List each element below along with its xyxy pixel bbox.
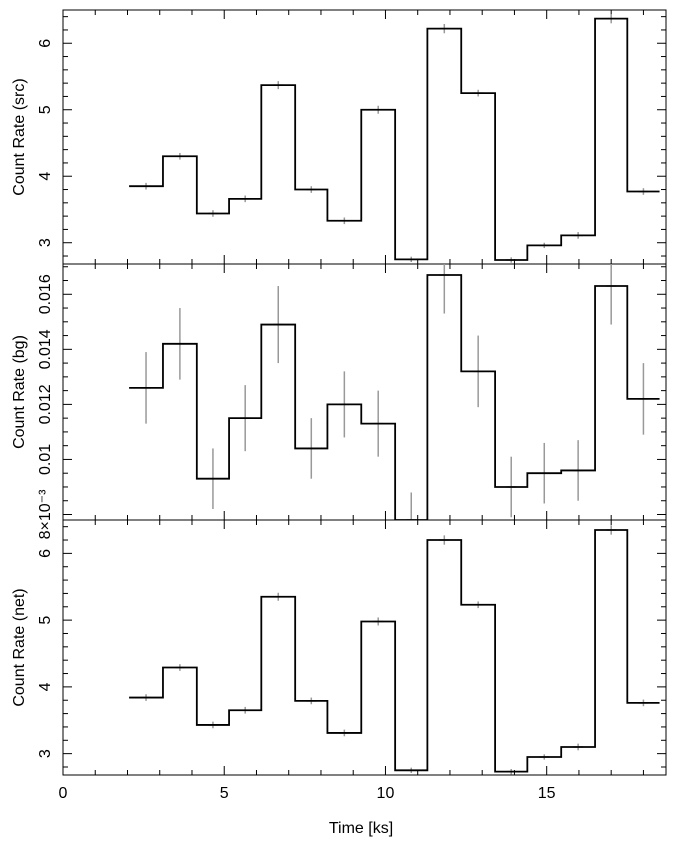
y-tick-label: 8×10⁻³ xyxy=(37,489,54,539)
y-tick-label: 3 xyxy=(37,238,54,247)
y-axis-label: Count Rate (bg) xyxy=(11,335,28,449)
y-tick-label: 0.01 xyxy=(37,444,54,475)
x-axis-label: Time [ks] xyxy=(329,820,393,837)
y-tick-label: 5 xyxy=(37,616,54,625)
data-layer xyxy=(129,525,660,775)
panel-3: 3 4 5 6 Count Rate (net) xyxy=(11,519,667,776)
x-tick-label: 5 xyxy=(220,785,229,802)
plot-frame xyxy=(62,263,667,521)
y-tick-label: 5 xyxy=(37,105,54,114)
step-line xyxy=(129,529,660,773)
y-axis-label: Count Rate (net) xyxy=(11,588,28,706)
panel-2: 8×10⁻³ 0.01 0.012 0.014 0.016 Count Rate (bg) xyxy=(11,263,667,539)
y-tick-label: 3 xyxy=(37,749,54,758)
step-line xyxy=(129,17,660,261)
y-tick-label: 0.016 xyxy=(37,274,54,314)
plot-frame xyxy=(62,9,667,265)
y-tick-label: 0.014 xyxy=(37,329,54,369)
y-tick-label: 4 xyxy=(37,172,54,181)
data-layer xyxy=(129,13,660,263)
x-tick-label: 0 xyxy=(59,785,68,802)
y-tick-label: 4 xyxy=(37,682,54,691)
data-layer xyxy=(129,264,660,520)
plot-frame xyxy=(62,519,667,776)
panel-1: 3 4 5 6 Count Rate (src) xyxy=(11,9,667,265)
step-line xyxy=(129,274,660,520)
y-axis-label: Count Rate (src) xyxy=(11,78,28,195)
x-tick-label: 10 xyxy=(377,785,395,802)
y-tick-label: 6 xyxy=(37,549,54,558)
y-tick-label: 0.012 xyxy=(37,384,54,424)
x-tick-label: 15 xyxy=(538,785,556,802)
panels: 3 4 5 6 Count Rate (src) 8×10⁻³ 0.01 0.012 0.014… xyxy=(11,9,667,802)
y-tick-label: 6 xyxy=(37,39,54,48)
